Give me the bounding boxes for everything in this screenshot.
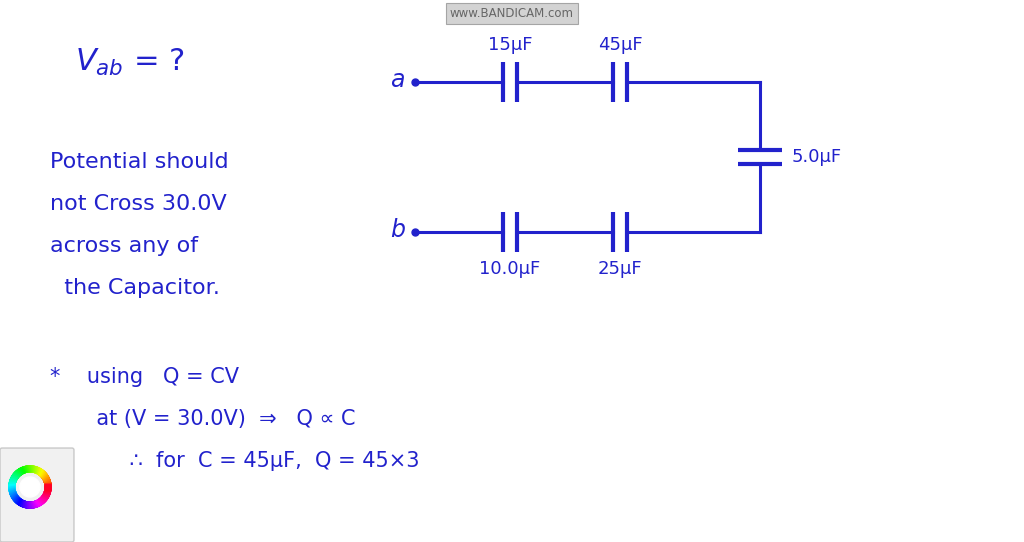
Text: www.BANDICAM.com: www.BANDICAM.com [450,7,574,20]
Text: at (V = 30.0V)  ⇒   Q ∝ C: at (V = 30.0V) ⇒ Q ∝ C [50,409,355,429]
Text: across any of: across any of [50,236,198,256]
Text: not Cross 30.0V: not Cross 30.0V [50,194,226,214]
Text: Potential should: Potential should [50,152,228,172]
FancyBboxPatch shape [0,448,74,542]
Text: a: a [390,68,406,92]
Text: the Capacitor.: the Capacitor. [50,278,220,298]
Text: $V_{ab}$ = ?: $V_{ab}$ = ? [75,47,184,78]
Text: 25μF: 25μF [598,260,642,278]
Text: 45μF: 45μF [598,36,642,54]
Text: ∴  for  C = 45μF,  Q = 45×3: ∴ for C = 45μF, Q = 45×3 [50,451,420,471]
Text: b: b [390,218,406,242]
Text: *    using   Q = CV: * using Q = CV [50,367,239,387]
Circle shape [20,477,40,497]
Text: 15μF: 15μF [487,36,532,54]
Text: 5.0μF: 5.0μF [792,148,842,166]
Text: 10.0μF: 10.0μF [479,260,541,278]
